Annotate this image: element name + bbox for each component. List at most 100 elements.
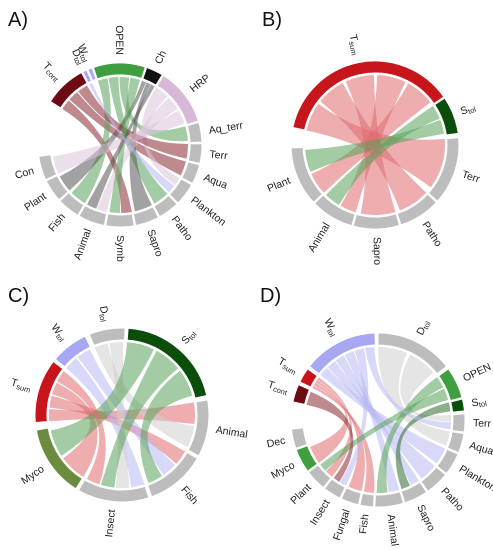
segment-label: Wtol (48, 322, 70, 344)
segment-arc-tsum (299, 368, 319, 388)
segment-arc-terr (187, 143, 203, 165)
segment-label: Myco (19, 463, 47, 487)
chord-ribbon (62, 100, 132, 213)
chord-ribbon (109, 341, 130, 488)
segment-arc-wtol (308, 332, 376, 375)
segment-label: Sapro (145, 228, 166, 259)
chord-ribbon (52, 382, 98, 477)
segment-label: Plant (288, 481, 314, 506)
segment-label: Con (13, 165, 35, 182)
chord-ribbon (320, 388, 449, 471)
segment-arc-insect (323, 478, 346, 499)
segment-arc-animal (78, 204, 108, 227)
segment-arc-symb (105, 213, 135, 228)
segment-label: Tsum (9, 376, 32, 395)
segment-arc-aqua (446, 431, 465, 454)
segment-label: HRP (188, 72, 213, 95)
segment-arc-wtol (54, 335, 91, 368)
segment-arc-patho (420, 466, 447, 492)
segment-arc-animal (374, 491, 405, 508)
chord-ribbon (395, 402, 451, 490)
segment-arc-plant (290, 146, 324, 203)
panel-c: C) Tsum Wtol Dtol Stol Animal Fish Insect Myco (8, 285, 249, 538)
chord-ribbon (52, 110, 185, 174)
segment-arc-animal (313, 194, 356, 227)
chord-ribbon (78, 85, 188, 159)
segment-label: Insect (103, 509, 118, 538)
segment-label: Fish (357, 513, 372, 534)
segment-label: Stol (459, 101, 478, 119)
segment-label: Aqua (468, 439, 493, 457)
segment-label: Terr (209, 148, 229, 162)
segment-arc-sapro (132, 206, 160, 227)
chord-ribbons (305, 75, 445, 216)
chord-ribbon (50, 342, 154, 456)
segment-label: Dtol (68, 47, 87, 67)
segment-arc-patho (153, 194, 178, 218)
segment-arc-sapro (352, 213, 401, 230)
segment-arc-plankton (436, 448, 459, 475)
chord-ribbon (97, 97, 178, 212)
segment-arc-wtol (87, 67, 97, 82)
chord-ribbon (108, 77, 168, 204)
segment-label: Dec (266, 434, 287, 450)
chord-ribbon (49, 395, 186, 464)
segment-arc-ch (142, 66, 163, 86)
segment-arc-insect (77, 479, 150, 503)
segment-label: Animal (385, 513, 401, 546)
chord-ribbon (376, 377, 444, 493)
chord-ribbon (86, 84, 155, 209)
segment-arc-terr (451, 413, 466, 433)
chord-ribbon (364, 347, 451, 430)
segment-arc-plant (45, 175, 69, 201)
chord-ribbon (305, 119, 445, 172)
panel-letter: A) (8, 9, 28, 31)
segment-label: Stol (179, 327, 199, 347)
segment-label: Plant (22, 190, 49, 213)
segment-label: Wtol (321, 317, 341, 339)
chord-ribbon (378, 347, 451, 446)
segment-arc-open (92, 62, 146, 80)
segment-label: Fish (179, 484, 201, 507)
chord-ribbons (48, 341, 195, 488)
panel-letter: C) (8, 285, 29, 307)
segment-label: Tcont (39, 60, 63, 85)
segment-arc-patho (396, 193, 438, 226)
segment-arc-terr (427, 137, 460, 202)
chord-ribbon (327, 361, 435, 479)
chord-ribbon (69, 92, 186, 176)
segment-label: Animal (306, 221, 333, 255)
segment-arc-plant (307, 464, 332, 489)
segment-label: Tsum (346, 33, 363, 56)
segment-label: Myco (269, 459, 297, 481)
segment-label: Terr (460, 168, 481, 185)
segment-label: Sapro (371, 237, 383, 265)
segment-arc-sapro (400, 481, 428, 504)
segment-label: Plant (266, 174, 293, 194)
chord-ribbon (94, 343, 195, 448)
segment-label: Wtol (74, 42, 93, 64)
panel-letter: B) (262, 9, 282, 31)
chord-ribbon (100, 350, 179, 488)
segment-arc-fish (147, 451, 199, 498)
chord-ribbon (129, 82, 152, 212)
segment-arc-stol (433, 97, 459, 136)
segment-arc-hrp (156, 74, 200, 126)
segment-label: Plankton (188, 194, 228, 228)
segment-label: Animal (215, 424, 249, 441)
chord-ribbon (109, 77, 140, 214)
segment-label: Fish (46, 211, 68, 234)
segment-label: Ch (152, 48, 169, 65)
segment-arc-dec (290, 427, 308, 449)
segment-label: Fungal (331, 508, 353, 542)
segment-label: Animal (71, 227, 93, 261)
chord-ribbon (310, 379, 348, 463)
segment-arc-fish (359, 492, 375, 508)
chord-ribbons (52, 77, 188, 214)
segment-label: Terr (473, 417, 492, 430)
segment-arc-open (437, 368, 463, 402)
chord-ribbon (71, 78, 111, 204)
